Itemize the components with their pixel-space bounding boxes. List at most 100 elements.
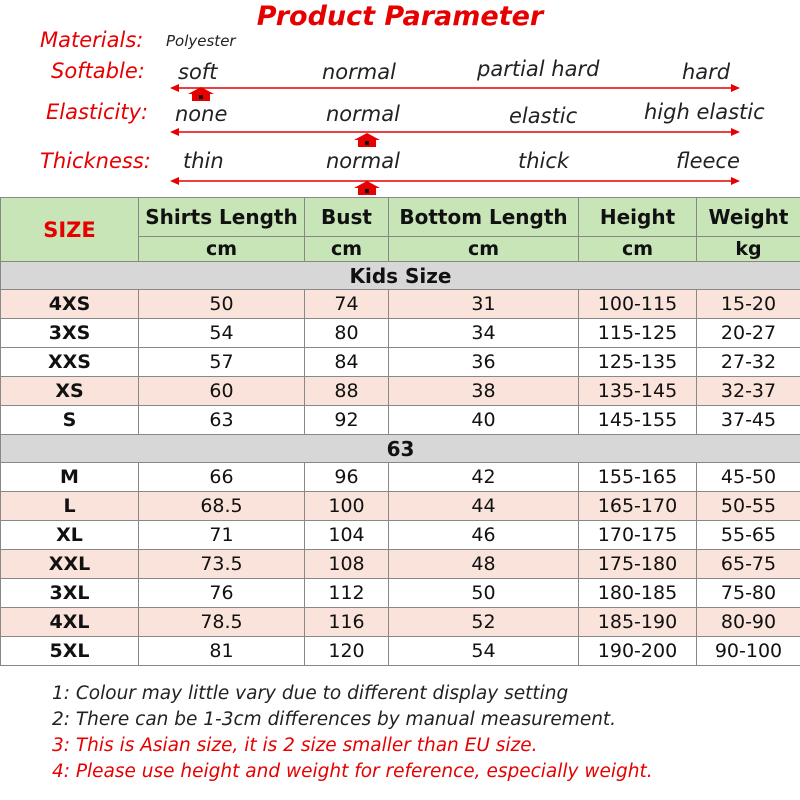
- cell-bust: 74: [304, 289, 389, 319]
- size-table-body: SIZE Shirts Length Bust Bottom Length He…: [0, 197, 800, 666]
- table-row: XL 71 104 46 170-175 55-65: [0, 520, 800, 550]
- cell-bottom-length: 46: [388, 520, 579, 550]
- elasticity-double-arrow-icon: [170, 128, 740, 136]
- cell-bottom-length: 36: [388, 347, 579, 377]
- unit-shirts-length: cm: [138, 236, 305, 262]
- cell-shirts-length: 60: [138, 376, 305, 406]
- page-title: Product Parameter: [256, 1, 544, 32]
- cell-bust: 88: [304, 376, 389, 406]
- cell-weight: 50-55: [696, 491, 800, 521]
- kids-section-title: Kids Size: [0, 261, 800, 290]
- softable-marker-house-marker-icon: [188, 87, 214, 101]
- notes-list: 1: Colour may little vary due to differe…: [52, 681, 792, 785]
- cell-bottom-length: 42: [388, 462, 579, 492]
- elasticity-option-high-elastic: high elastic: [644, 100, 765, 124]
- cell-bust: 100: [304, 491, 389, 521]
- cell-size: XS: [0, 376, 139, 406]
- adult-section-row: 63: [0, 434, 800, 463]
- cell-size: 3XS: [0, 318, 139, 348]
- cell-size: 4XL: [0, 607, 139, 637]
- cell-bottom-length: 40: [388, 405, 579, 435]
- table-row: 4XL 78.5 116 52 185-190 80-90: [0, 607, 800, 637]
- cell-shirts-length: 57: [138, 347, 305, 377]
- cell-size: XXL: [0, 549, 139, 579]
- cell-height: 180-185: [578, 578, 697, 608]
- cell-height: 145-155: [578, 405, 697, 435]
- cell-height: 135-145: [578, 376, 697, 406]
- column-header-weight: Weight: [696, 197, 800, 237]
- cell-bust: 116: [304, 607, 389, 637]
- table-row: 4XS 50 74 31 100-115 15-20: [0, 289, 800, 319]
- materials-value: Polyester: [166, 32, 236, 50]
- cell-shirts-length: 66: [138, 462, 305, 492]
- cell-size: 4XS: [0, 289, 139, 319]
- cell-size: S: [0, 405, 139, 435]
- cell-bust: 104: [304, 520, 389, 550]
- cell-weight: 90-100: [696, 636, 800, 666]
- cell-bust: 96: [304, 462, 389, 492]
- size-chart-table: SIZE Shirts Length Bust Bottom Length He…: [0, 197, 800, 666]
- cell-height: 190-200: [578, 636, 697, 666]
- cell-height: 100-115: [578, 289, 697, 319]
- thickness-double-arrow-icon: [170, 177, 740, 185]
- materials-label: Materials:: [40, 28, 144, 52]
- cell-height: 185-190: [578, 607, 697, 637]
- cell-size: M: [0, 462, 139, 492]
- cell-weight: 27-32: [696, 347, 800, 377]
- cell-bottom-length: 38: [388, 376, 579, 406]
- thickness-option-thin: thin: [183, 149, 224, 173]
- cell-shirts-length: 76: [138, 578, 305, 608]
- cell-height: 115-125: [578, 318, 697, 348]
- cell-height: 155-165: [578, 462, 697, 492]
- size-column-header: SIZE: [0, 197, 139, 262]
- adult-section-title: 63: [0, 434, 800, 463]
- note-item: 3: This is Asian size, it is 2 size smal…: [52, 735, 538, 756]
- unit-height: cm: [578, 236, 697, 262]
- cell-weight: 32-37: [696, 376, 800, 406]
- cell-size: L: [0, 491, 139, 521]
- column-header-bottom-length: Bottom Length: [388, 197, 579, 237]
- cell-height: 175-180: [578, 549, 697, 579]
- note-item: 1: Colour may little vary due to differe…: [52, 683, 569, 704]
- table-row: S 63 92 40 145-155 37-45: [0, 405, 800, 435]
- softable-option-soft: soft: [178, 60, 218, 84]
- elasticity-option-normal: normal: [326, 102, 400, 126]
- thickness-label: Thickness:: [40, 149, 151, 173]
- thickness-marker-house-marker-icon: [354, 181, 380, 195]
- thickness-option-normal: normal: [326, 149, 400, 173]
- cell-height: 125-135: [578, 347, 697, 377]
- cell-shirts-length: 68.5: [138, 491, 305, 521]
- cell-bottom-length: 52: [388, 607, 579, 637]
- column-header-height: Height: [578, 197, 697, 237]
- cell-bottom-length: 44: [388, 491, 579, 521]
- cell-shirts-length: 81: [138, 636, 305, 666]
- elasticity-option-none: none: [175, 102, 228, 126]
- cell-bust: 84: [304, 347, 389, 377]
- cell-weight: 65-75: [696, 549, 800, 579]
- cell-bust: 92: [304, 405, 389, 435]
- column-header-shirts-length: Shirts Length: [138, 197, 305, 237]
- cell-shirts-length: 78.5: [138, 607, 305, 637]
- table-row: 3XL 76 112 50 180-185 75-80: [0, 578, 800, 608]
- cell-height: 170-175: [578, 520, 697, 550]
- table-row: 3XS 54 80 34 115-125 20-27: [0, 318, 800, 348]
- column-header-bust: Bust: [304, 197, 389, 237]
- softable-option-hard: hard: [682, 60, 731, 84]
- cell-weight: 80-90: [696, 607, 800, 637]
- elasticity-label: Elasticity:: [46, 100, 149, 124]
- cell-size: XXS: [0, 347, 139, 377]
- elasticity-option-elastic: elastic: [509, 104, 578, 128]
- cell-weight: 55-65: [696, 520, 800, 550]
- softable-option-partial-hard: partial hard: [477, 57, 600, 81]
- table-row: L 68.5 100 44 165-170 50-55: [0, 491, 800, 521]
- cell-shirts-length: 50: [138, 289, 305, 319]
- cell-size: 5XL: [0, 636, 139, 666]
- elasticity-marker-house-marker-icon: [354, 133, 380, 147]
- cell-bottom-length: 31: [388, 289, 579, 319]
- cell-size: XL: [0, 520, 139, 550]
- cell-bottom-length: 48: [388, 549, 579, 579]
- note-item: 2: There can be 1-3cm differences by man…: [52, 709, 617, 730]
- table-row: XXL 73.5 108 48 175-180 65-75: [0, 549, 800, 579]
- unit-bottom-length: cm: [388, 236, 579, 262]
- softable-double-arrow-icon: [170, 84, 740, 92]
